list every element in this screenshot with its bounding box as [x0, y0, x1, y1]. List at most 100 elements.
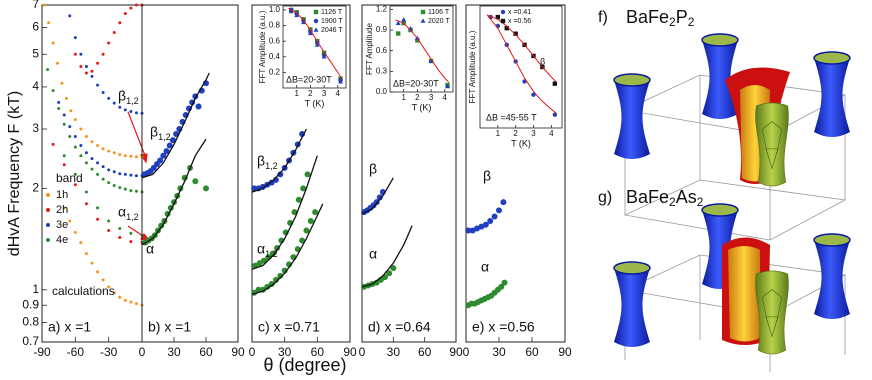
point [251, 185, 258, 192]
point [301, 19, 306, 25]
point [68, 135, 72, 139]
point [84, 64, 88, 68]
point [277, 171, 284, 178]
point [291, 209, 298, 216]
point [166, 142, 173, 149]
point [84, 71, 88, 75]
point [112, 170, 116, 174]
formula-subscript: 2 [697, 195, 704, 209]
panel: -90 -60 -30 0 0.7 0.8 0.91 2 3 4 5 6 7 dHvA Frequency… [6, 0, 145, 359]
point [96, 206, 100, 210]
point [51, 142, 55, 146]
point [192, 178, 199, 185]
annotation: α [481, 259, 489, 275]
point [134, 174, 138, 178]
point [62, 154, 66, 158]
legend-marker [46, 193, 50, 197]
annotation: β1,2 [257, 153, 278, 172]
point [401, 17, 407, 22]
panel-label: f) [598, 9, 608, 26]
panel: 0 30 60 90 c) x =0.71 β1,2 α1,2 [249, 4, 357, 359]
legend-label: 2020 T [428, 18, 450, 25]
point [90, 74, 94, 78]
point [123, 108, 127, 112]
formula: BaFe2P2 [626, 7, 695, 29]
y-axis-label: dHvA Frequency F (kT) [6, 91, 23, 256]
point [64, 96, 68, 100]
annotation-subscript: 1,2 [126, 212, 139, 222]
point [123, 172, 127, 176]
point [90, 157, 94, 161]
point [304, 171, 311, 178]
panel-label: g) [598, 189, 612, 206]
y-tick-label: 0.7 [22, 334, 39, 348]
point [73, 135, 77, 139]
point [96, 161, 100, 165]
formula-subscript: 2 [669, 15, 676, 29]
fit-line [251, 203, 324, 295]
legend-label: 2h [56, 204, 68, 216]
annotation: β [483, 168, 491, 184]
point [107, 96, 111, 100]
point [62, 206, 66, 210]
point [482, 221, 489, 228]
point [307, 30, 313, 36]
fit-line [486, 14, 558, 114]
x-tick-label: -30 [100, 345, 118, 359]
y-axis-label: FFT Amplitude [365, 23, 374, 75]
legend-title: band [56, 171, 83, 185]
annotation-subscript: 1,2 [265, 249, 278, 259]
point [531, 92, 536, 97]
point [90, 69, 94, 73]
point [107, 219, 111, 223]
x-tick-label: 60 [199, 345, 213, 359]
y-tick-label: 0.0 [376, 87, 388, 96]
x-tick-label: 60 [418, 345, 432, 359]
legend-marker [500, 9, 506, 15]
point [118, 105, 122, 109]
x-tick-label: 4 [336, 89, 341, 98]
formula-subscript: 2 [688, 15, 695, 29]
legend-marker [313, 9, 319, 15]
y-tick-label: 1 [32, 282, 39, 296]
y-tick-label: 3 [32, 121, 39, 135]
point [69, 109, 73, 113]
point [295, 196, 302, 203]
point [79, 144, 83, 148]
legend-marker [46, 208, 50, 212]
x-tick-label: 0 [359, 345, 366, 359]
formula-part: BaFe [626, 187, 669, 207]
point [118, 235, 122, 239]
point [134, 189, 138, 193]
y-tick-label: 0.6 [376, 46, 388, 55]
point [57, 107, 61, 111]
point [129, 300, 133, 304]
point [390, 265, 397, 272]
x-tick-label: 0 [249, 345, 256, 359]
fit-line [361, 177, 394, 215]
point [495, 14, 501, 20]
fit-line [395, 19, 450, 83]
y-tick-label: 0.9 [22, 297, 39, 311]
point [123, 298, 127, 302]
x-tick-label: 3 [531, 129, 536, 138]
point [62, 113, 66, 117]
point [107, 149, 111, 153]
point [96, 61, 100, 65]
point [386, 270, 393, 277]
annotation: ΔB=20-30T [393, 78, 439, 88]
point [84, 202, 88, 206]
y-tick-label: 5 [32, 46, 39, 60]
point [101, 165, 105, 169]
fit-line [141, 138, 207, 246]
y-tick-label: 0.8 [269, 21, 281, 30]
point [79, 64, 83, 68]
point [90, 261, 94, 265]
y-tick-label: 0.2 [269, 67, 281, 76]
x-tick-label: 1 [294, 89, 299, 98]
point [101, 147, 105, 151]
point [277, 272, 284, 279]
point [314, 42, 320, 47]
